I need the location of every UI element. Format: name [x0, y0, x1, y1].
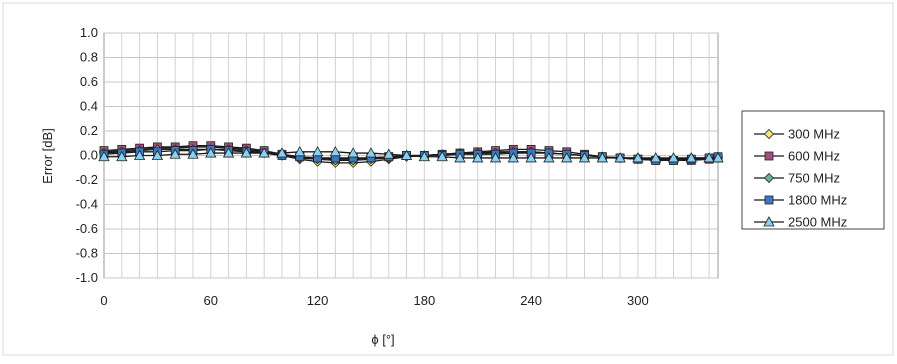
legend-item: 750 MHz [754, 171, 840, 186]
data-point [489, 152, 502, 163]
data-point [205, 147, 217, 158]
data-point [240, 147, 253, 158]
data-point [294, 146, 306, 157]
legend-label: 2500 MHz [788, 215, 847, 230]
legend-item: 1800 MHz [754, 193, 847, 208]
x-tick-label: 0 [100, 293, 107, 308]
data-point [400, 149, 413, 160]
y-tick-label: 0.8 [80, 50, 98, 65]
legend-marker [763, 216, 775, 227]
data-point [258, 147, 270, 158]
data-point [116, 150, 128, 162]
data-point [365, 147, 377, 158]
legend-marker [764, 151, 774, 161]
x-tick-label: 300 [627, 293, 649, 308]
y-tick-label: 0.0 [80, 148, 98, 163]
data-point [525, 152, 537, 163]
y-tick-label: 0.4 [80, 99, 98, 114]
legend-label: 1800 MHz [788, 193, 847, 208]
axis-ticks: 1.0 0.8 0.6 0.4 0.2 0.0 -0.2 -0.4 -0.6 -0.8 -1.00 6… [76, 25, 649, 308]
legend-item: 2500 MHz [754, 215, 847, 230]
data-point [133, 149, 146, 160]
x-tick-label: 180 [413, 293, 435, 308]
y-tick-label: -0.4 [76, 197, 98, 212]
series-2500-mhz [98, 146, 724, 163]
data-point [703, 152, 715, 163]
y-tick-label: -0.6 [76, 221, 98, 236]
data-point [507, 152, 520, 163]
legend-marker [763, 172, 775, 184]
legend-label: 300 MHz [788, 127, 840, 142]
data-point [329, 146, 342, 157]
x-axis-title: ϕ [°] [371, 332, 394, 347]
data-point [222, 147, 235, 158]
legend-marker [763, 128, 775, 140]
data-point [383, 148, 395, 159]
data-point [436, 150, 448, 162]
data-point [454, 152, 466, 163]
x-tick-label: 60 [204, 293, 218, 308]
legend-item: 300 MHz [754, 127, 840, 142]
data-point [667, 152, 680, 163]
data-point [596, 152, 608, 163]
y-tick-label: 0.6 [80, 74, 98, 89]
series-layer [98, 141, 724, 168]
data-point [632, 152, 644, 163]
data-point [561, 152, 573, 163]
data-point [650, 152, 662, 163]
data-point [311, 146, 324, 157]
data-point [712, 152, 724, 163]
data-point [98, 150, 110, 162]
legend: 300 MHz 600 MHz 750 MHz 1800 MHz 2500 MHz [741, 110, 885, 230]
legend-item: 600 MHz [754, 149, 840, 164]
x-tick-label: 120 [307, 293, 329, 308]
y-axis-title: Error [dB] [40, 128, 55, 184]
data-point [685, 152, 697, 163]
y-tick-label: -0.8 [76, 246, 98, 261]
data-point [169, 148, 181, 159]
data-point [543, 152, 555, 163]
data-point [472, 152, 484, 163]
y-tick-label: 0.2 [80, 123, 98, 138]
legend-marker [764, 195, 774, 205]
legend-label: 600 MHz [788, 149, 840, 164]
data-point [187, 148, 199, 159]
data-point [347, 147, 359, 158]
y-tick-label: 1.0 [80, 25, 98, 40]
data-point [276, 147, 288, 158]
legend-box [741, 110, 885, 230]
y-tick-label: -1.0 [76, 270, 98, 285]
legend-label: 750 MHz [788, 171, 840, 186]
y-tick-label: -0.2 [76, 172, 98, 187]
x-tick-label: 240 [520, 293, 542, 308]
data-point [614, 152, 626, 163]
data-point [578, 152, 591, 163]
data-point [418, 150, 431, 162]
data-point [151, 149, 164, 160]
